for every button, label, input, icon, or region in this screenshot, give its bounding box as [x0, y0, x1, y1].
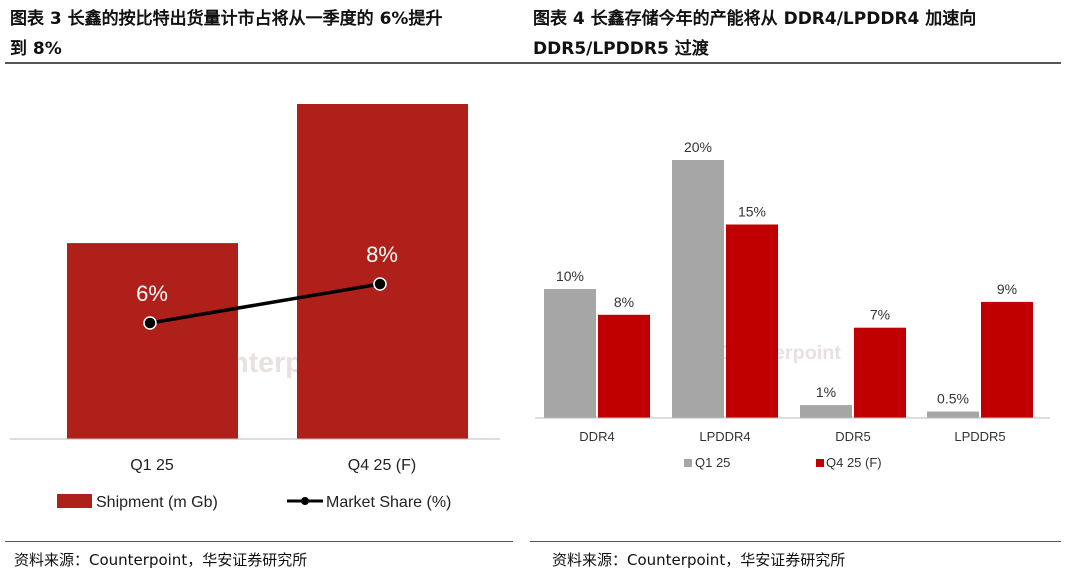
left-footer-divider: [5, 541, 513, 542]
x-tick-label: DDR5: [835, 429, 870, 444]
left-source: 资料来源：Counterpoint，华安证券研究所: [14, 551, 308, 569]
shipment-bar: [297, 104, 468, 439]
left-figure-title: 图表 3 长鑫的按比特出货量计市占将从一季度的 6%提升 到 8%: [10, 4, 442, 64]
left-title-line1: 图表 3 长鑫的按比特出货量计市占将从一季度的 6%提升: [10, 9, 443, 29]
bar-q1-25: [927, 411, 979, 418]
legend-market-share-dot: [301, 497, 309, 505]
x-tick-label: Q1 25: [130, 457, 174, 474]
legend-q1-label: Q1 25: [695, 455, 730, 470]
x-tick-label: DDR4: [579, 429, 614, 444]
right-footer-divider: [530, 541, 1061, 542]
market-share-line: [149, 282, 381, 325]
legend-q1-swatch: [684, 459, 692, 467]
right-title-line1: 图表 4 长鑫存储今年的产能将从 DDR4/LPDDR4 加速向: [533, 9, 977, 29]
data-label: 8%: [614, 294, 634, 310]
x-tick-label: LPDDR4: [699, 429, 750, 444]
x-tick-label: Q4 25 (F): [348, 457, 416, 474]
data-label: 9%: [997, 281, 1017, 297]
legend-shipment-swatch: [57, 494, 92, 508]
shipment-bar: [67, 243, 238, 439]
market-share-point: [143, 316, 157, 330]
bar-q1-25: [544, 289, 596, 418]
right-title-line2: DDR5/LPDDR5 过渡: [533, 39, 709, 59]
right-figure-title: 图表 4 长鑫存储今年的产能将从 DDR4/LPDDR4 加速向 DDR5/LP…: [533, 4, 976, 64]
legend-q4-swatch: [816, 459, 824, 467]
legend-shipment-label: Shipment (m Gb): [96, 494, 218, 511]
legend-market-share-label: Market Share (%): [326, 494, 451, 511]
data-label: 20%: [684, 139, 712, 155]
left-title-line2: 到 8%: [10, 39, 62, 59]
header-divider: [5, 62, 1061, 64]
market-share-label: 6%: [136, 281, 168, 306]
x-tick-label: LPDDR5: [954, 429, 1005, 444]
bar-q1-25: [800, 405, 852, 418]
bar-q4-25: [726, 224, 778, 418]
data-label: 7%: [870, 307, 890, 323]
data-label: 10%: [556, 268, 584, 284]
market-share-label: 8%: [366, 242, 398, 267]
bar-q4-25: [598, 314, 650, 418]
legend-q4-label: Q4 25 (F): [826, 455, 882, 470]
data-label: 15%: [738, 204, 766, 220]
bar-q1-25: [672, 160, 724, 418]
bar-q4-25: [981, 301, 1033, 418]
data-label: 1%: [816, 384, 836, 400]
data-label: 0.5%: [937, 391, 969, 407]
market-share-point: [373, 277, 387, 291]
bar-q4-25: [854, 327, 906, 418]
right-source: 资料来源：Counterpoint，华安证券研究所: [552, 551, 846, 569]
